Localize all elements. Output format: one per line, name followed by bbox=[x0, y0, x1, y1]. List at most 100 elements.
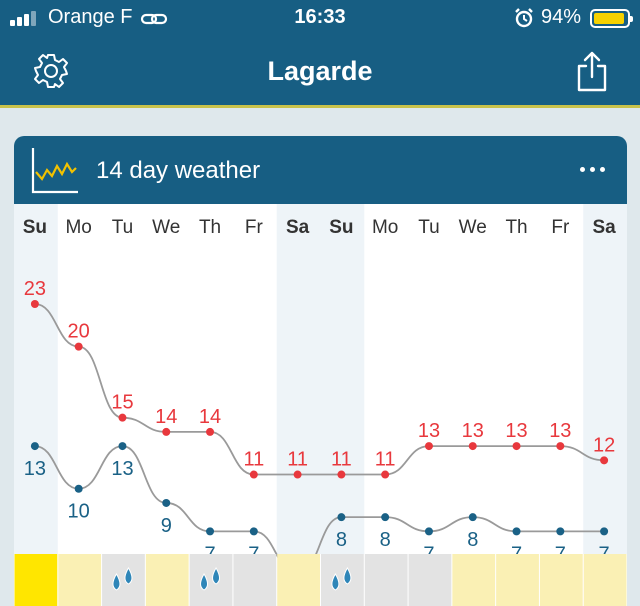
weekend-column bbox=[276, 204, 321, 554]
status-bar: Orange F 16:33 94% bbox=[0, 0, 640, 38]
high-temp-point bbox=[424, 442, 433, 451]
rain-drop-icon bbox=[200, 573, 209, 591]
low-temp-point bbox=[249, 527, 258, 536]
day-label: Fr bbox=[245, 217, 264, 238]
low-temp-point bbox=[206, 527, 215, 536]
day-label: Th bbox=[505, 217, 527, 238]
clock: 16:33 bbox=[294, 6, 346, 28]
high-temp-label: 14 bbox=[155, 406, 177, 428]
day-label: Sa bbox=[286, 217, 310, 238]
high-temp-label: 13 bbox=[462, 420, 484, 442]
weather-card: 14 day weather Su Mo Tu We Th Fr Sa Su Mo Tu We Th F… bbox=[14, 136, 627, 606]
weather-cell bbox=[14, 554, 58, 606]
low-temp-point bbox=[468, 513, 477, 522]
card-title: 14 day weather bbox=[96, 157, 261, 184]
high-temp-label: 11 bbox=[287, 449, 308, 471]
low-temp-label: 8 bbox=[467, 529, 478, 551]
battery-percentage: 94% bbox=[541, 6, 582, 28]
low-temp-label: 13 bbox=[24, 458, 46, 480]
signal-icon bbox=[10, 10, 40, 26]
day-label: Mo bbox=[372, 217, 398, 238]
day-label: We bbox=[152, 217, 180, 238]
weather-cell bbox=[496, 554, 539, 606]
low-temp-label: 10 bbox=[68, 501, 90, 523]
card-header: 14 day weather bbox=[14, 136, 627, 204]
high-temp-point bbox=[118, 413, 127, 422]
day-label: Su bbox=[329, 217, 353, 238]
high-temp-label: 23 bbox=[24, 278, 46, 300]
high-temp-label: 15 bbox=[111, 392, 133, 414]
low-temp-point bbox=[30, 442, 39, 451]
high-temp-point bbox=[206, 427, 215, 436]
high-temp-label: 12 bbox=[593, 434, 615, 456]
more-icon[interactable] bbox=[578, 160, 608, 180]
battery-icon bbox=[590, 9, 633, 28]
low-temp-point bbox=[118, 442, 127, 451]
weather-cell bbox=[452, 554, 496, 606]
low-temp-label: 8 bbox=[336, 529, 347, 551]
weather-cell bbox=[408, 554, 452, 606]
rain-drop-icon bbox=[112, 573, 121, 591]
high-temp-line bbox=[34, 303, 605, 476]
weather-cell bbox=[364, 554, 408, 606]
alarm-icon bbox=[515, 8, 533, 28]
day-label: Mo bbox=[65, 217, 91, 238]
rain-drop-icon bbox=[124, 567, 133, 585]
weather-cell bbox=[233, 554, 277, 606]
high-temp-label: 13 bbox=[549, 420, 571, 442]
app-header: Lagarde bbox=[0, 38, 640, 108]
low-temp-point bbox=[381, 513, 390, 522]
share-icon[interactable] bbox=[574, 50, 610, 92]
low-temp-label: 13 bbox=[111, 458, 133, 480]
low-temp-point bbox=[512, 527, 521, 536]
weather-cell bbox=[102, 554, 145, 606]
high-temp-label: 13 bbox=[418, 420, 440, 442]
high-temp-point bbox=[162, 427, 171, 436]
day-label: Tu bbox=[418, 217, 439, 238]
weather-cell bbox=[58, 554, 102, 606]
high-temp-point bbox=[249, 470, 258, 479]
weather-cell bbox=[321, 554, 364, 606]
high-temp-point bbox=[293, 470, 302, 479]
high-temp-label: 11 bbox=[375, 449, 396, 471]
rain-drop-icon bbox=[212, 567, 221, 585]
gear-icon[interactable] bbox=[32, 52, 70, 90]
high-temp-point bbox=[74, 342, 83, 351]
rain-drop-icon bbox=[331, 573, 340, 591]
high-temp-point bbox=[556, 442, 565, 451]
day-label: Su bbox=[23, 217, 47, 238]
high-temp-point bbox=[600, 456, 609, 465]
weather-cell bbox=[189, 554, 233, 606]
low-temp-point bbox=[424, 527, 433, 536]
day-label: Sa bbox=[592, 217, 616, 238]
weather-cell bbox=[145, 554, 189, 606]
low-temp-label: 8 bbox=[380, 529, 391, 551]
weekend-column bbox=[320, 204, 365, 554]
high-temp-point bbox=[381, 470, 390, 479]
weather-cell bbox=[277, 554, 320, 606]
high-temp-point bbox=[30, 300, 39, 308]
high-temp-label: 13 bbox=[505, 420, 527, 442]
low-temp-point bbox=[337, 513, 346, 522]
temperature-chart: Su Mo Tu We Th Fr Sa Su Mo Tu We Th Fr Sa 23 20 15 14 14 11… bbox=[14, 204, 627, 606]
weekend-column bbox=[583, 204, 627, 554]
weather-cell bbox=[539, 554, 583, 606]
weather-cell bbox=[583, 554, 627, 606]
carrier-name: Orange F bbox=[48, 6, 133, 28]
link-icon bbox=[140, 13, 168, 25]
page-title: Lagarde bbox=[267, 56, 373, 86]
high-temp-label: 11 bbox=[331, 449, 352, 471]
low-temp-label: 9 bbox=[161, 515, 172, 537]
low-temp-point bbox=[556, 527, 565, 536]
rain-drop-icon bbox=[343, 567, 352, 585]
low-temp-point bbox=[162, 498, 171, 507]
weekend-column bbox=[14, 204, 58, 554]
high-temp-point bbox=[512, 442, 521, 451]
low-temp-point bbox=[74, 484, 83, 493]
high-temp-label: 11 bbox=[243, 449, 264, 471]
high-temp-point bbox=[337, 470, 346, 479]
low-temp-point bbox=[600, 527, 609, 536]
battery-fill bbox=[594, 13, 625, 24]
day-label: Tu bbox=[112, 217, 133, 238]
high-temp-label: 14 bbox=[199, 406, 221, 428]
